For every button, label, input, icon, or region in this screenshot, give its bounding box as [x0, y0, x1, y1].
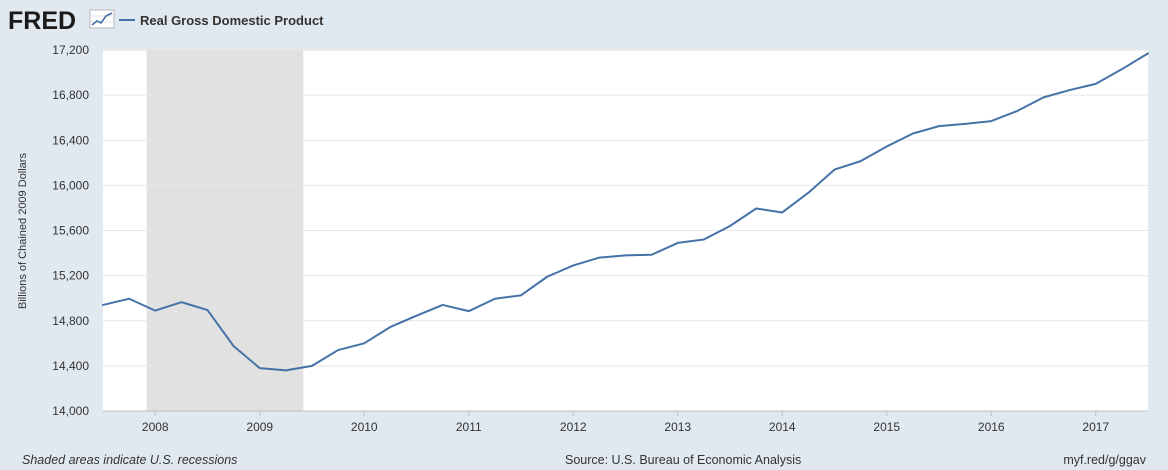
data-point[interactable] [231, 343, 237, 349]
data-point[interactable] [675, 240, 681, 246]
x-tick-label: 2011 [456, 420, 482, 434]
source-note: Source: U.S. Bureau of Economic Analysis [565, 453, 801, 467]
data-point[interactable] [910, 130, 916, 136]
y-tick-label: 14,800 [52, 314, 89, 328]
y-tick-label: 14,000 [52, 404, 89, 418]
series-line-real-gdp[interactable] [102, 52, 1149, 372]
data-point[interactable] [1145, 50, 1151, 56]
y-axis-ticks: 14,000 14,400 14,800 15,200 15,600 16,000 16,4… [52, 43, 89, 418]
chart-legend[interactable]: Real Gross Domestic Product [119, 13, 324, 28]
series-group [100, 50, 1151, 373]
data-point[interactable] [727, 223, 733, 229]
data-point[interactable] [596, 255, 602, 261]
recession-note: Shaded areas indicate U.S. recessions [22, 453, 237, 467]
data-point[interactable] [440, 302, 446, 308]
fred-logo-text: FRED [8, 7, 76, 35]
data-point[interactable] [257, 365, 263, 371]
data-point[interactable] [805, 190, 811, 196]
y-tick-label: 15,200 [52, 269, 89, 283]
x-tick-label: 2009 [246, 420, 273, 434]
data-point[interactable] [309, 363, 315, 369]
data-point[interactable] [518, 292, 524, 298]
data-point[interactable] [1041, 94, 1047, 100]
data-point[interactable] [178, 299, 184, 305]
x-tick-label: 2013 [664, 420, 691, 434]
gridlines-group [103, 49, 1148, 412]
data-point[interactable] [570, 262, 576, 268]
x-tick-label: 2016 [978, 420, 1005, 434]
data-point[interactable] [753, 206, 759, 212]
data-point[interactable] [492, 296, 498, 302]
data-point[interactable] [205, 307, 211, 313]
x-axis-ticks: 2008 2009 2010 2011 2012 2013 2014 2015 2016 2017 [142, 411, 1109, 434]
data-point[interactable] [283, 367, 289, 373]
data-point[interactable] [414, 313, 420, 319]
data-point[interactable] [858, 158, 864, 164]
data-point[interactable] [100, 302, 106, 308]
data-point[interactable] [884, 143, 890, 149]
x-tick-label: 2015 [873, 420, 900, 434]
line-chart-icon [89, 9, 115, 29]
x-tick-label: 2012 [560, 420, 587, 434]
data-point[interactable] [387, 324, 393, 330]
data-point[interactable] [361, 340, 367, 346]
x-tick-label: 2010 [351, 420, 378, 434]
data-point[interactable] [1067, 87, 1073, 93]
x-tick-label: 2014 [769, 420, 796, 434]
y-axis-label: Billions of Chained 2009 Dollars [17, 153, 29, 309]
y-tick-label: 16,000 [52, 178, 89, 192]
data-point[interactable] [832, 167, 838, 173]
data-point[interactable] [623, 252, 629, 258]
data-point[interactable] [701, 237, 707, 243]
x-tick-label: 2008 [142, 420, 169, 434]
data-point[interactable] [544, 274, 550, 280]
y-tick-label: 15,600 [52, 224, 89, 238]
y-tick-label: 17,200 [52, 43, 89, 57]
data-point[interactable] [988, 118, 994, 124]
data-point[interactable] [1014, 108, 1020, 114]
data-point[interactable] [936, 123, 942, 129]
y-tick-label: 16,400 [52, 133, 89, 147]
legend-label-real-gdp: Real Gross Domestic Product [140, 13, 324, 28]
data-point[interactable] [779, 209, 785, 215]
data-point[interactable] [962, 121, 968, 127]
y-tick-label: 14,400 [52, 359, 89, 373]
data-point[interactable] [1119, 66, 1125, 72]
data-point[interactable] [152, 308, 158, 314]
fred-logo[interactable]: FRED [8, 7, 115, 35]
data-point[interactable] [126, 296, 132, 302]
data-point[interactable] [1093, 81, 1099, 87]
data-point[interactable] [649, 252, 655, 258]
y-tick-label: 16,800 [52, 88, 89, 102]
data-point[interactable] [466, 308, 472, 314]
x-tick-label: 2017 [1082, 420, 1109, 434]
data-point[interactable] [335, 347, 341, 353]
short-link[interactable]: myf.red/g/ggav [1063, 453, 1146, 467]
